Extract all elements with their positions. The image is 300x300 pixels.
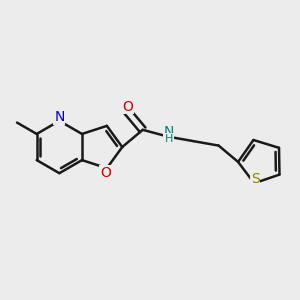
- Text: N: N: [54, 110, 64, 124]
- Text: S: S: [251, 172, 260, 186]
- Text: O: O: [100, 166, 111, 180]
- Text: H: H: [164, 134, 173, 143]
- Text: O: O: [122, 100, 133, 113]
- Text: N: N: [164, 125, 174, 139]
